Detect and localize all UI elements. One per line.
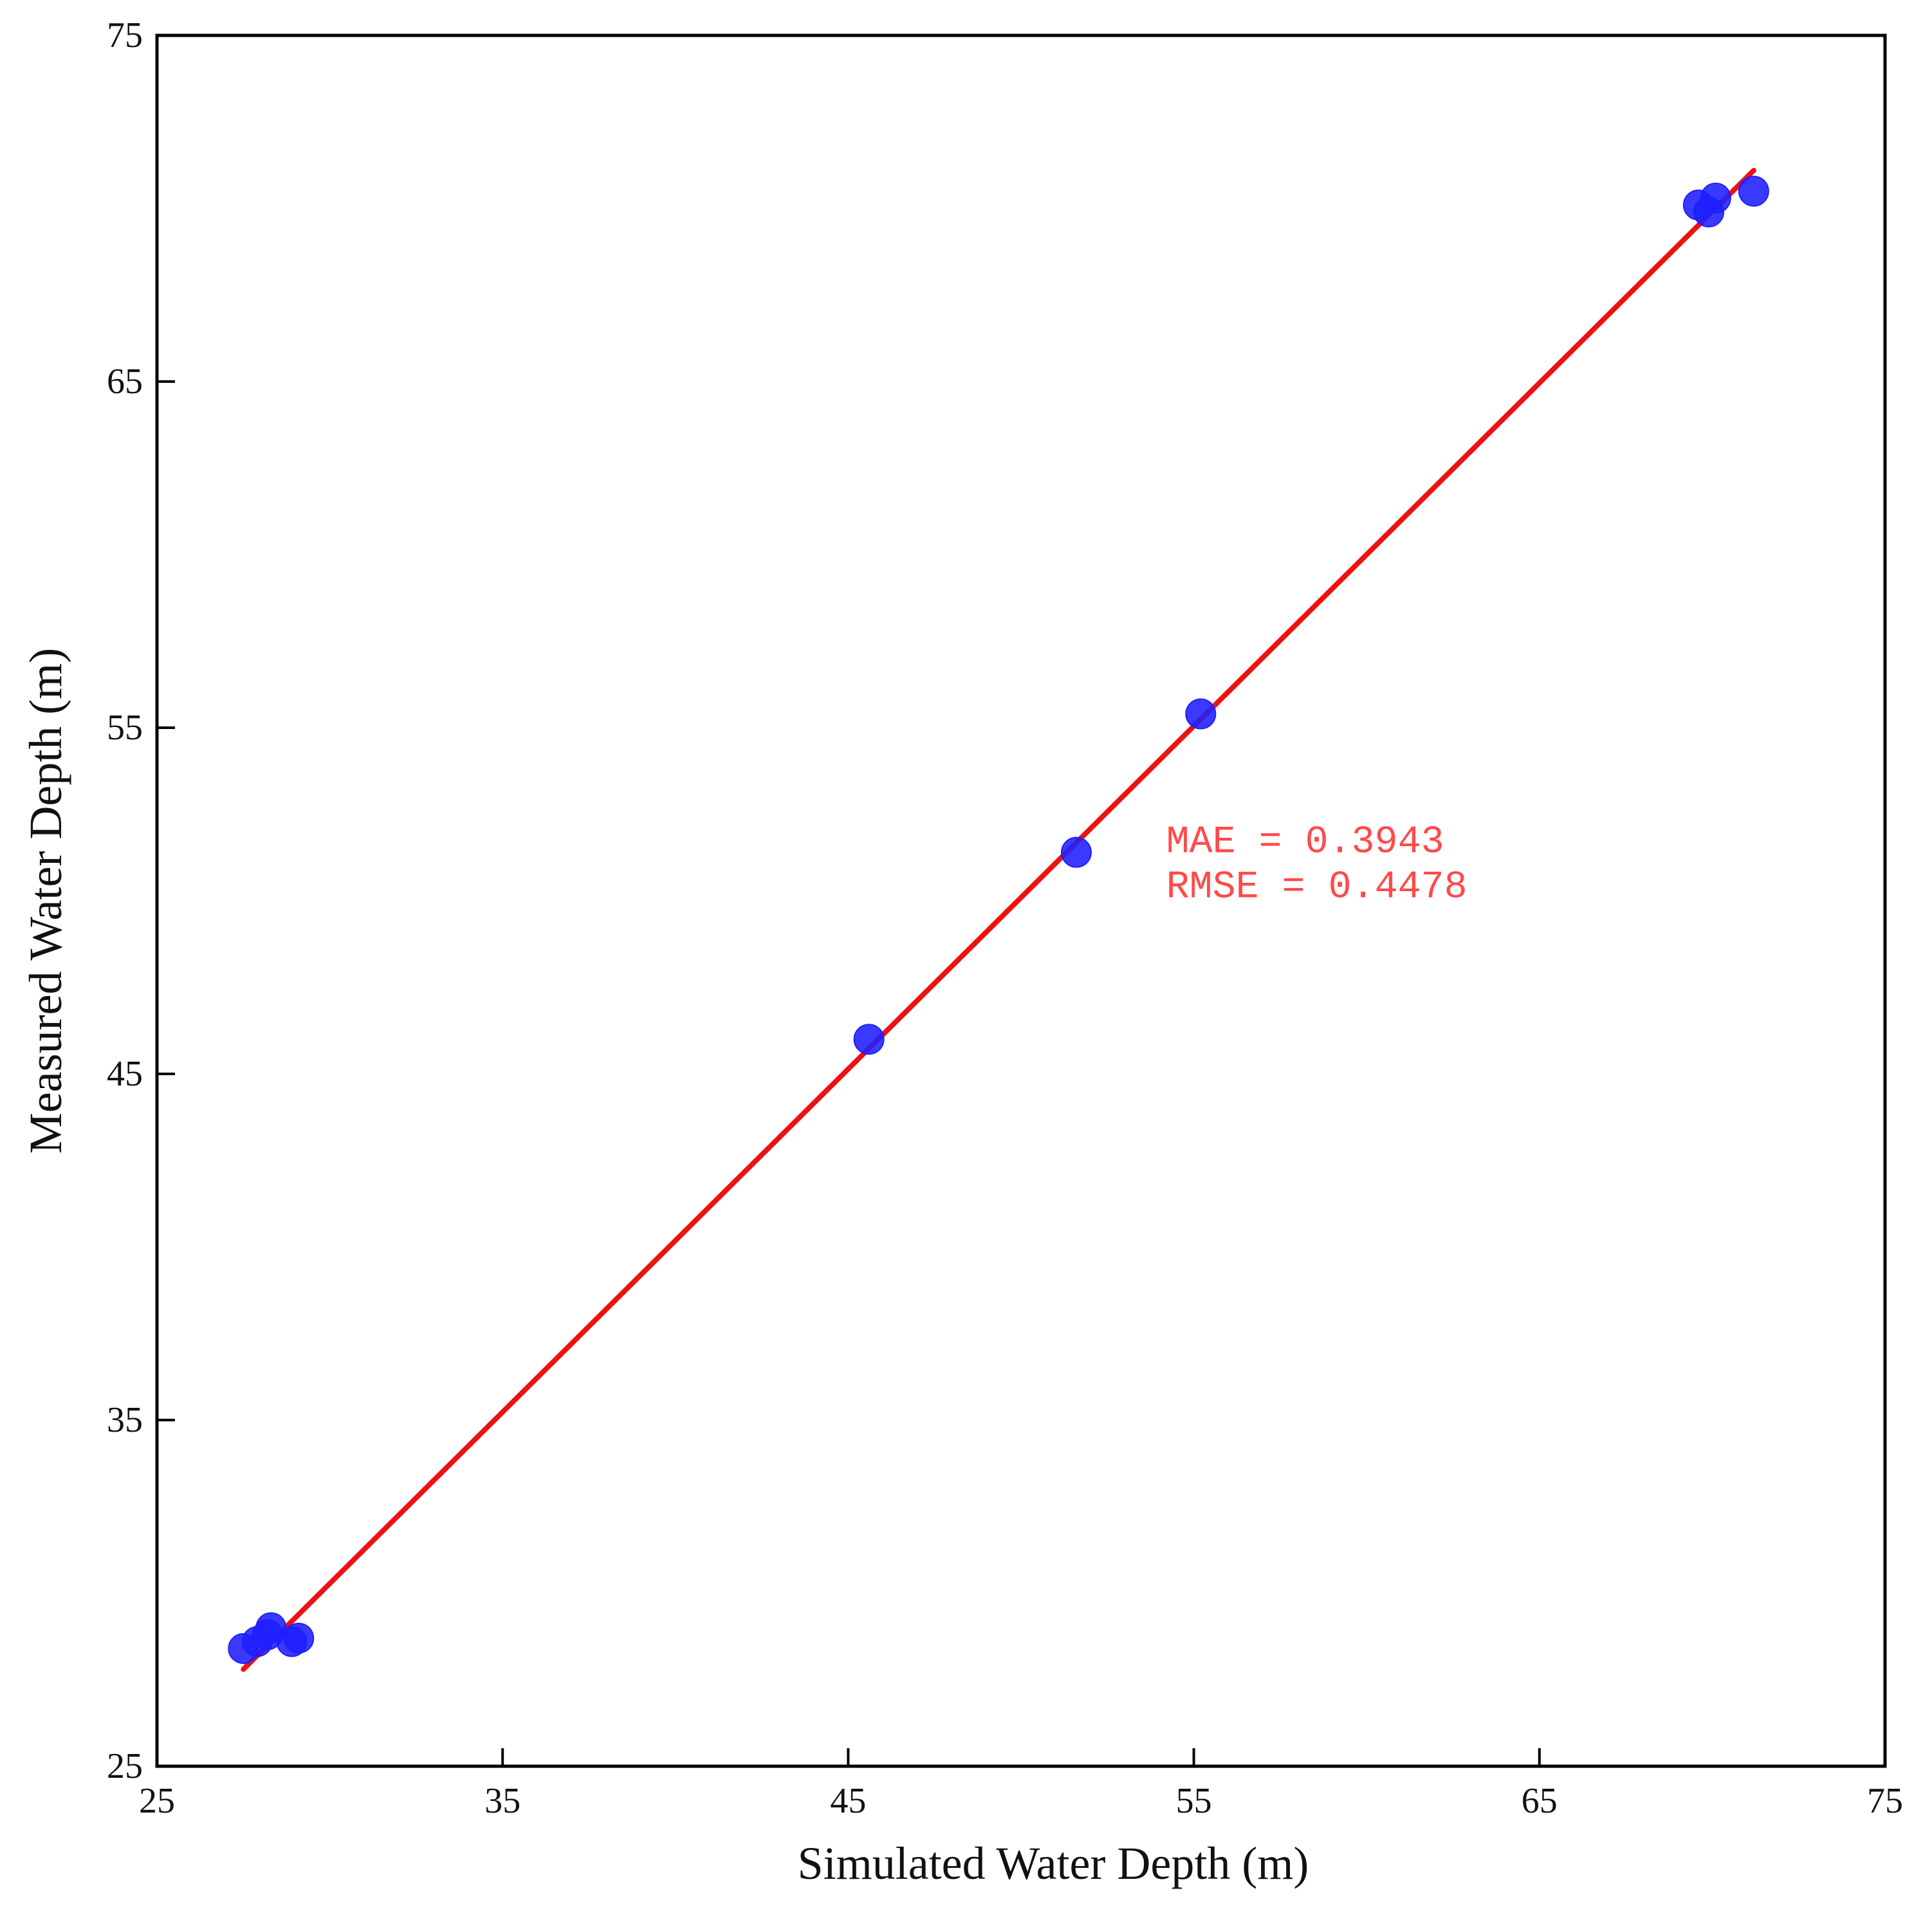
x-tick-label: 55 <box>1176 1781 1212 1821</box>
y-tick-label: 65 <box>107 362 143 402</box>
x-tick-label: 45 <box>830 1781 866 1821</box>
data-point <box>1185 698 1217 730</box>
plot-frame <box>155 33 1887 1768</box>
x-tick-label: 75 <box>1867 1781 1903 1821</box>
x-tick-label: 65 <box>1522 1781 1558 1821</box>
x-tick-label: 25 <box>139 1781 175 1821</box>
data-point <box>283 1622 315 1654</box>
data-point <box>853 1024 885 1055</box>
data-point <box>1738 176 1769 207</box>
axis-ticks: 25 35 45 55 65 75 25 35 45 55 65 75 <box>107 15 1903 1821</box>
fit-line <box>241 167 1756 1672</box>
data-point <box>1060 836 1092 868</box>
y-tick-label: 55 <box>107 708 143 748</box>
x-tick-label: 35 <box>484 1781 520 1821</box>
data-point <box>1700 182 1731 214</box>
y-tick-label: 25 <box>107 1746 143 1786</box>
x-axis-title: Simulated Water Depth (m) <box>798 1838 1309 1889</box>
y-tick-label: 35 <box>107 1400 143 1440</box>
plot-border <box>155 33 1887 1768</box>
rmse-annotation: RMSE = 0.4478 <box>1166 866 1467 910</box>
series-layer <box>228 167 1769 1672</box>
y-tick-label: 75 <box>107 15 143 55</box>
y-tick-label: 45 <box>107 1054 143 1094</box>
mae-annotation: MAE = 0.3943 <box>1166 821 1444 865</box>
y-axis-title: Measured Water Depth (m) <box>20 648 71 1154</box>
